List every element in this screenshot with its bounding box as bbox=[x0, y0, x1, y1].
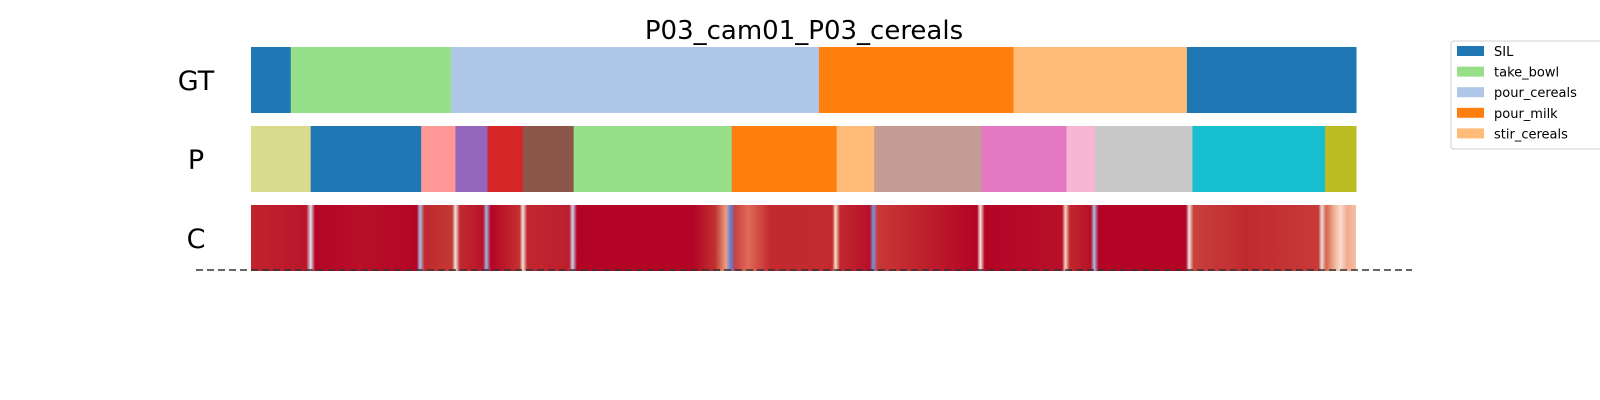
segment-p-6 bbox=[573, 126, 733, 192]
legend-swatch-SIL bbox=[1457, 46, 1484, 56]
segment-p-5 bbox=[522, 126, 575, 192]
legend-swatch-take-bowl bbox=[1457, 66, 1484, 77]
segment-p-4 bbox=[487, 126, 524, 192]
legend-items: SIL take_bowl pour_cereals pour_milk stir_ce… bbox=[1457, 45, 1577, 142]
segment-gt-2 bbox=[451, 47, 820, 113]
segment-p-8 bbox=[836, 126, 875, 192]
row-c: C bbox=[187, 205, 1356, 271]
segment-p-3 bbox=[455, 126, 488, 192]
legend-label-SIL: SIL bbox=[1494, 45, 1514, 60]
segment-p-13 bbox=[1192, 126, 1326, 192]
legend-frame bbox=[1450, 40, 1600, 150]
segment-p-1 bbox=[310, 126, 422, 192]
legend-label-take-bowl: take_bowl bbox=[1494, 66, 1559, 81]
legend: SIL take_bowl pour_cereals pour_milk stir_ce… bbox=[1450, 40, 1600, 150]
segment-p-11 bbox=[1066, 126, 1096, 192]
rows-layer: GT P C bbox=[178, 47, 1357, 271]
row-label-p: P bbox=[188, 145, 204, 176]
segment-gt-3 bbox=[818, 47, 1014, 113]
segment-p-7 bbox=[731, 126, 838, 192]
segment-gt-4 bbox=[1013, 47, 1188, 113]
legend-label-pour-cereals: pour_cereals bbox=[1494, 86, 1577, 101]
legend-swatch-stir-cereals bbox=[1457, 128, 1484, 139]
chart-title: P03_cam01_P03_cereals bbox=[645, 16, 963, 46]
legend-label-stir-cereals: stir_cereals bbox=[1494, 127, 1568, 142]
row-gt: GT bbox=[178, 47, 1357, 113]
legend-swatch-pour-milk bbox=[1457, 107, 1484, 118]
row-label-gt: GT bbox=[178, 66, 215, 97]
segment-p-10 bbox=[981, 126, 1067, 192]
row-p: P bbox=[188, 126, 1357, 192]
segment-p-12 bbox=[1095, 126, 1193, 192]
segment-p-9 bbox=[874, 126, 982, 192]
legend-label-pour-milk: pour_milk bbox=[1494, 107, 1558, 122]
legend-swatch-pour-cereals bbox=[1457, 87, 1484, 98]
confidence-strip bbox=[251, 205, 1356, 271]
segment-p-14 bbox=[1325, 126, 1357, 192]
segment-gt-5 bbox=[1186, 47, 1357, 113]
segment-gt-1 bbox=[290, 47, 452, 113]
row-label-c: C bbox=[187, 224, 206, 255]
segment-p-2 bbox=[421, 126, 456, 192]
segment-gt-0 bbox=[251, 47, 292, 113]
segment-p-0 bbox=[251, 126, 312, 192]
